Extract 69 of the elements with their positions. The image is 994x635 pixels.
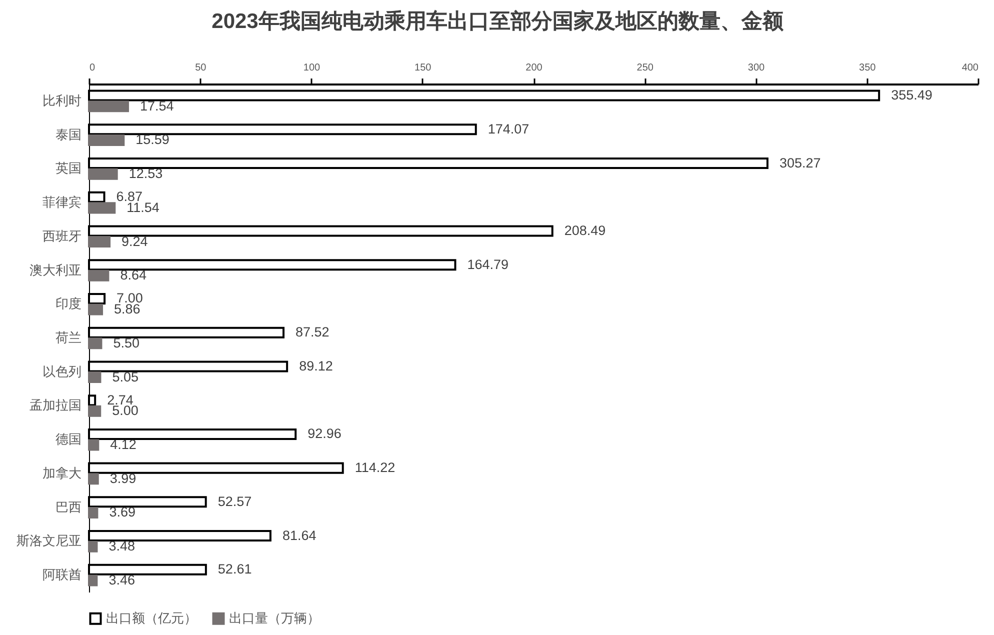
bar <box>88 236 111 248</box>
x-tick-label: 200 <box>526 62 543 74</box>
bar <box>88 372 102 384</box>
x-tick-label: 250 <box>636 62 654 74</box>
y-tick-label: 英国 <box>56 160 82 176</box>
data-label: 8.64 <box>120 268 147 283</box>
data-label: 174.07 <box>488 121 530 136</box>
data-label: 89.12 <box>299 358 333 374</box>
data-label: 3.69 <box>109 504 136 520</box>
data-label: 4.12 <box>110 437 136 452</box>
x-tick-label: 300 <box>748 62 766 74</box>
legend-label: 出口量（万辆） <box>229 610 320 626</box>
data-label: 208.49 <box>564 222 606 238</box>
y-tick-label: 德国 <box>56 432 82 447</box>
y-tick-label: 以色列 <box>42 364 82 379</box>
bar <box>88 540 98 552</box>
bar <box>88 574 98 586</box>
data-label: 5.50 <box>113 335 140 350</box>
bar <box>88 100 129 112</box>
chart-title: 2023年我国纯电动乘用车出口至部分国家及地区的数量、金额 <box>212 9 784 33</box>
bar <box>88 168 118 180</box>
data-label: 3.46 <box>108 572 135 588</box>
data-label: 52.61 <box>218 562 252 577</box>
y-tick-label: 菲律宾 <box>42 194 82 210</box>
data-label: 5.05 <box>112 369 139 384</box>
data-label: 114.22 <box>354 460 396 476</box>
data-label: 305.27 <box>779 155 821 170</box>
data-label: 81.64 <box>282 528 317 543</box>
y-tick-label: 比利时 <box>42 92 82 108</box>
data-label: 15.59 <box>136 132 170 148</box>
bar <box>88 304 104 316</box>
data-label: 164.79 <box>467 256 509 272</box>
bar <box>88 439 100 451</box>
data-label: 12.53 <box>128 166 163 182</box>
x-tick-label: 50 <box>195 62 207 74</box>
data-label: 5.00 <box>112 403 138 418</box>
y-tick-label: 荷兰 <box>56 330 82 345</box>
data-label: 5.86 <box>114 302 140 317</box>
data-label: 3.48 <box>108 538 136 554</box>
bar <box>88 473 99 485</box>
data-label: 92.96 <box>308 426 342 442</box>
legend-label: 出口额（亿元） <box>106 610 197 626</box>
bar <box>88 202 116 214</box>
bar <box>88 506 98 518</box>
y-tick-label: 西班牙 <box>42 228 82 244</box>
y-tick-label: 巴西 <box>56 499 82 514</box>
y-tick-label: 孟加拉国 <box>30 398 82 413</box>
x-tick-label: 400 <box>962 62 979 74</box>
y-tick-label: 泰国 <box>56 126 82 142</box>
bar <box>88 338 102 350</box>
x-tick-label: 100 <box>303 62 321 74</box>
data-label: 9.24 <box>122 234 148 249</box>
y-tick-label: 阿联酋 <box>42 567 82 582</box>
bar <box>88 405 102 417</box>
data-label: 3.99 <box>110 470 136 486</box>
bar <box>88 134 125 146</box>
data-label: 355.49 <box>891 88 932 103</box>
bar <box>88 270 110 282</box>
data-label: 17.54 <box>140 98 174 114</box>
x-tick-label: 0 <box>90 62 96 74</box>
x-tick-label: 350 <box>859 62 876 74</box>
data-label: 52.57 <box>218 494 252 509</box>
y-tick-label: 斯洛文尼亚 <box>16 533 82 548</box>
data-label: 11.54 <box>126 200 160 215</box>
y-tick-label: 加拿大 <box>42 465 82 480</box>
x-tick-label: 150 <box>414 62 432 74</box>
y-tick-label: 澳大利亚 <box>30 262 82 278</box>
y-tick-label: 印度 <box>56 296 82 312</box>
data-label: 87.52 <box>296 324 330 340</box>
